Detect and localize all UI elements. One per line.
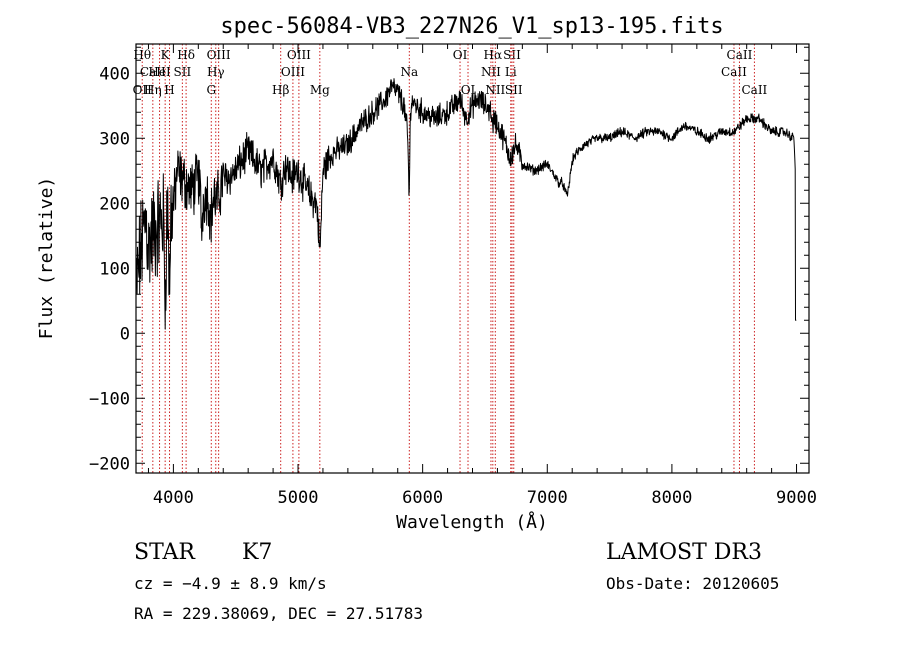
line-marker-label: SII <box>505 83 523 97</box>
x-tick-label: 4000 <box>153 488 194 508</box>
y-tick-label: 200 <box>99 194 130 214</box>
x-axis: 4000 5000 6000 7000 8000 9000 <box>147 44 817 508</box>
line-marker-label: SII <box>503 48 521 62</box>
x-axis-label: Wavelength (Å) <box>396 511 548 533</box>
obs-date: Obs-Date: 20120605 <box>606 574 780 593</box>
x-tick-label: 8000 <box>651 488 692 508</box>
chart-title: spec-56084-VB3_227N26_V1_sp13-195.fits <box>220 14 723 39</box>
line-marker-label: HeI <box>148 65 171 79</box>
plot-frame <box>135 43 810 474</box>
y-tick-label: 0 <box>120 324 130 344</box>
y-tick-label: −100 <box>89 389 130 409</box>
x-tick-label: 5000 <box>278 488 319 508</box>
line-marker-label: Na <box>400 65 418 79</box>
line-marker-label: NII <box>485 83 505 97</box>
line-marker-label: Hδ <box>177 48 195 62</box>
line-marker-label: OIII <box>207 48 231 62</box>
survey-name: LAMOST DR3 <box>606 540 762 565</box>
line-marker-label: K <box>161 48 171 62</box>
coordinates: RA = 229.38069, DEC = 27.51783 <box>134 604 423 623</box>
y-axis: −200 −100 0 100 200 300 400 <box>89 46 809 474</box>
spectrum-line <box>135 78 797 330</box>
x-tick-label: 9000 <box>776 488 817 508</box>
line-marker-label: CaII <box>721 65 747 79</box>
line-marker-label: CaII <box>727 48 753 62</box>
y-axis-label: Flux (relative) <box>36 177 57 340</box>
line-marker-label: Hβ <box>272 83 289 97</box>
line-markers: HθOIICaIIHηHeIKHSIIHδGHγOIIIHβOIIIOIIIMg… <box>133 44 768 473</box>
line-marker-label: G <box>206 83 216 97</box>
object-subclass: K7 <box>242 540 273 565</box>
line-marker-label: Hη <box>144 83 162 97</box>
line-marker-label: Hα <box>484 48 503 62</box>
y-tick-label: −200 <box>89 454 130 474</box>
line-marker-label: H <box>164 83 174 97</box>
line-marker-label: CaII <box>741 83 767 97</box>
line-marker-label: OIII <box>281 65 305 79</box>
line-marker-label: Li <box>505 65 517 79</box>
line-marker-label: OIII <box>287 48 311 62</box>
line-marker-label: Mg <box>310 83 330 97</box>
y-tick-label: 100 <box>99 259 130 279</box>
line-marker-label: Hγ <box>207 65 225 79</box>
y-tick-label: 400 <box>99 64 130 84</box>
line-marker-label: Hθ <box>133 48 151 62</box>
line-marker-label: NII <box>481 65 501 79</box>
line-marker-label: OI <box>453 48 468 62</box>
line-marker-label: OI <box>461 83 476 97</box>
x-tick-label: 7000 <box>527 488 568 508</box>
x-tick-label: 6000 <box>402 488 443 508</box>
y-tick-label: 300 <box>99 129 130 149</box>
line-marker-label: SII <box>174 65 192 79</box>
object-class: STAR <box>134 540 195 565</box>
spectrum-series <box>135 78 797 330</box>
redshift-cz: cz = −4.9 ± 8.9 km/s <box>134 574 327 593</box>
